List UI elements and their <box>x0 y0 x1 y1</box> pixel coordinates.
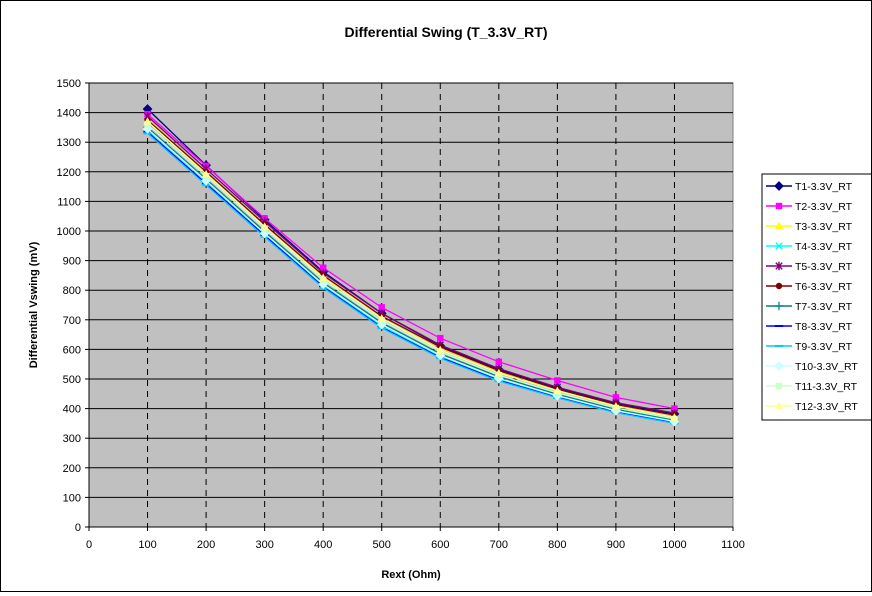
y-tick-label: 400 <box>63 404 81 416</box>
y-tick-label: 700 <box>63 315 81 327</box>
data-point <box>553 386 562 395</box>
x-tick-label: 300 <box>255 539 273 551</box>
legend-item: T4-3.3V_RT <box>766 241 853 253</box>
series-12 <box>143 117 679 421</box>
legend-marker <box>774 345 784 347</box>
data-point <box>201 169 211 178</box>
x-tick-label: 900 <box>607 539 625 551</box>
legend-marker <box>774 181 784 191</box>
y-tick-label: 1500 <box>57 78 81 90</box>
data-point <box>319 264 327 271</box>
legend-marker <box>775 382 783 390</box>
x-tick-label: 600 <box>431 539 449 551</box>
legend-marker <box>774 361 784 371</box>
series-line <box>147 126 675 421</box>
x-tick-label: 200 <box>197 539 215 551</box>
series-line <box>147 121 675 419</box>
data-point <box>378 304 385 311</box>
data-point <box>143 117 152 125</box>
y-tick-label: 100 <box>63 492 81 504</box>
data-point <box>611 402 621 410</box>
legend-item: T8-3.3V_RT <box>766 321 853 333</box>
series-line <box>147 128 675 423</box>
legend: T1-3.3V_RT T2-3.3V_RT T3-3.3V_RT T4-3.3V_RT… <box>761 173 872 421</box>
legend-item: T3-3.3V_RT <box>766 221 853 233</box>
y-tick-label: 1100 <box>57 196 81 208</box>
y-tick-label: 600 <box>63 344 81 356</box>
legend-marker <box>775 202 783 210</box>
legend-marker <box>774 325 784 327</box>
legend-marker <box>774 401 784 410</box>
legend-item: T10-3.3V_RT <box>766 361 858 373</box>
x-tick-label: 1000 <box>662 539 686 551</box>
x-tick-label: 400 <box>314 539 332 551</box>
x-tick-label: 800 <box>548 539 566 551</box>
legend-marker <box>775 242 783 250</box>
legend-label: T7-3.3V_RT <box>795 301 853 313</box>
y-tick-label: 0 <box>75 522 81 534</box>
x-axis-title: Rext (Ohm) <box>381 569 441 581</box>
legend-item: T9-3.3V_RT <box>766 341 853 353</box>
legend-item: T11-3.3V_RT <box>766 381 858 393</box>
legend-item: T6-3.3V_RT <box>766 281 853 293</box>
series-line <box>147 119 675 416</box>
x-tick-label: 1100 <box>721 539 745 551</box>
y-tick-label: 200 <box>63 463 81 475</box>
y-tick-label: 1400 <box>57 108 81 120</box>
data-point <box>671 405 678 412</box>
y-tick-label: 1200 <box>57 167 81 179</box>
legend-item: T12-3.3V_RT <box>766 401 858 413</box>
y-tick-label: 300 <box>63 433 81 445</box>
data-point <box>260 222 269 230</box>
x-tick-label: 0 <box>86 539 92 551</box>
y-tick-label: 1300 <box>57 137 81 149</box>
legend-label: T6-3.3V_RT <box>795 281 853 293</box>
legend-item: T5-3.3V_RT <box>766 261 853 273</box>
legend-label: T1-3.3V_RT <box>795 181 853 193</box>
data-point <box>436 345 445 354</box>
legend-item: T7-3.3V_RT <box>766 301 853 313</box>
series-line <box>147 123 675 420</box>
data-point <box>437 334 444 342</box>
x-tick-label: 700 <box>490 539 508 551</box>
x-tick-label: 100 <box>138 539 156 551</box>
legend-item: T1-3.3V_RT <box>766 181 853 193</box>
legend-label: T5-3.3V_RT <box>795 261 853 273</box>
plot-area: 0100200300400500600700800900100011001200… <box>57 78 745 551</box>
legend-label: T4-3.3V_RT <box>795 241 853 253</box>
legend-label: T9-3.3V_RT <box>795 341 853 353</box>
data-point <box>495 358 503 366</box>
data-point <box>554 377 561 384</box>
series-line <box>147 132 675 425</box>
y-tick-label: 1000 <box>57 226 81 238</box>
y-tick-label: 500 <box>63 374 81 386</box>
chart-title: Differential Swing (T_3.3V_RT) <box>344 24 547 40</box>
legend-label: T2-3.3V_RT <box>795 201 853 213</box>
y-axis-title: Differential Vswing (mV) <box>28 241 40 368</box>
legend-marker <box>775 282 783 290</box>
y-tick-label: 800 <box>63 285 81 297</box>
legend-box <box>761 173 872 421</box>
legend-label: T12-3.3V_RT <box>795 401 858 413</box>
series-line <box>147 113 675 410</box>
data-point <box>612 394 620 401</box>
legend-label: T10-3.3V_RT <box>795 361 858 373</box>
data-point <box>670 413 679 421</box>
legend-label: T8-3.3V_RT <box>795 321 853 333</box>
legend-label: T11-3.3V_RT <box>795 381 858 393</box>
data-point <box>318 273 328 281</box>
y-tick-label: 900 <box>63 256 81 268</box>
data-point <box>494 368 504 377</box>
legend-label: T3-3.3V_RT <box>795 221 853 233</box>
series-line <box>147 115 675 414</box>
legend-marker <box>775 261 783 271</box>
legend-marker <box>774 221 784 230</box>
legend-item: T2-3.3V_RT <box>766 201 853 213</box>
data-point <box>377 314 386 322</box>
x-tick-label: 500 <box>373 539 391 551</box>
legend-marker <box>774 301 784 311</box>
